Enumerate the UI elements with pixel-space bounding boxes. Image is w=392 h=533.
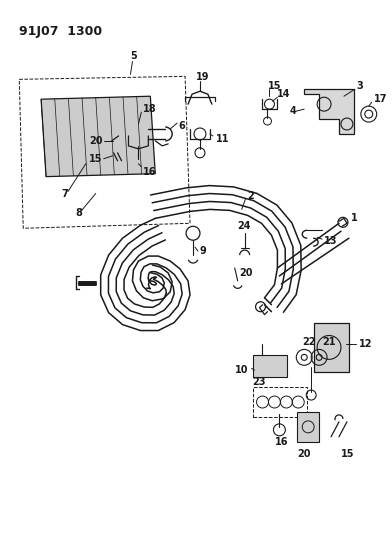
Text: 5: 5 — [131, 52, 137, 61]
Text: 11: 11 — [216, 134, 229, 144]
Polygon shape — [114, 129, 152, 136]
Text: 15: 15 — [267, 82, 281, 91]
Text: 22: 22 — [302, 337, 316, 348]
Text: 91J07  1300: 91J07 1300 — [19, 25, 102, 38]
Text: 7: 7 — [61, 189, 68, 198]
Text: 16: 16 — [274, 437, 288, 447]
Bar — [314, 322, 349, 372]
Text: 12: 12 — [359, 340, 372, 350]
Text: 20: 20 — [297, 449, 311, 459]
Text: 18: 18 — [143, 104, 157, 114]
Text: 19: 19 — [196, 72, 210, 83]
Polygon shape — [304, 89, 354, 134]
Text: 21: 21 — [322, 337, 336, 348]
Text: 1: 1 — [351, 213, 358, 223]
Text: 3: 3 — [357, 82, 364, 91]
Text: 24: 24 — [238, 221, 251, 231]
Text: 2: 2 — [248, 190, 254, 200]
Text: 20: 20 — [240, 268, 253, 278]
Text: 16: 16 — [143, 167, 157, 176]
Text: 15: 15 — [89, 154, 102, 164]
Bar — [297, 412, 319, 442]
Text: 8: 8 — [76, 208, 83, 219]
Text: 17: 17 — [374, 94, 387, 104]
Text: 9: 9 — [200, 246, 207, 256]
Text: 15: 15 — [341, 449, 354, 459]
Text: 23: 23 — [252, 377, 266, 387]
Bar — [252, 387, 307, 417]
Text: 20: 20 — [89, 136, 102, 146]
Text: 6: 6 — [178, 121, 185, 131]
Text: 13: 13 — [324, 236, 338, 246]
Bar — [252, 356, 287, 377]
Text: 10: 10 — [235, 365, 248, 375]
Text: 14: 14 — [278, 89, 291, 99]
Text: 4: 4 — [289, 106, 296, 116]
Polygon shape — [41, 96, 155, 176]
